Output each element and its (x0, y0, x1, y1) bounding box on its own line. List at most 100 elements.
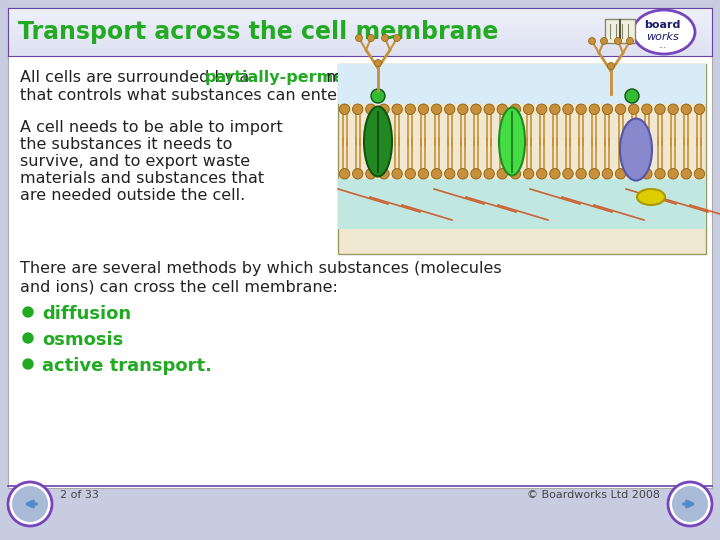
Circle shape (616, 168, 626, 179)
Text: diffusion: diffusion (42, 305, 131, 323)
Circle shape (418, 104, 428, 114)
Circle shape (589, 168, 600, 179)
FancyBboxPatch shape (8, 16, 712, 17)
Circle shape (458, 104, 468, 114)
Circle shape (405, 104, 415, 114)
Circle shape (23, 359, 33, 369)
FancyBboxPatch shape (605, 19, 635, 43)
Text: ...: ... (658, 42, 666, 51)
FancyBboxPatch shape (338, 64, 706, 104)
Circle shape (600, 37, 608, 44)
Circle shape (497, 104, 508, 114)
Circle shape (12, 486, 48, 522)
FancyBboxPatch shape (8, 44, 712, 45)
Circle shape (353, 104, 363, 114)
FancyBboxPatch shape (8, 24, 712, 25)
FancyBboxPatch shape (8, 22, 712, 23)
FancyBboxPatch shape (8, 55, 712, 56)
Text: and ions) can cross the cell membrane:: and ions) can cross the cell membrane: (20, 279, 338, 294)
Circle shape (668, 104, 678, 114)
Circle shape (356, 35, 362, 42)
Circle shape (484, 168, 495, 179)
Text: active transport.: active transport. (42, 357, 212, 375)
FancyBboxPatch shape (8, 27, 712, 28)
Text: board: board (644, 20, 680, 30)
Ellipse shape (637, 189, 665, 205)
FancyBboxPatch shape (8, 25, 712, 26)
Circle shape (642, 168, 652, 179)
FancyBboxPatch shape (8, 51, 712, 52)
Text: that controls what substances can enter and exit the cell.: that controls what substances can enter … (20, 88, 484, 103)
FancyBboxPatch shape (8, 29, 712, 30)
FancyBboxPatch shape (8, 28, 712, 29)
Circle shape (694, 168, 705, 179)
FancyBboxPatch shape (8, 54, 712, 55)
FancyBboxPatch shape (8, 9, 712, 10)
Circle shape (405, 168, 415, 179)
Text: A cell needs to be able to import: A cell needs to be able to import (20, 120, 283, 135)
Text: Transport across the cell membrane: Transport across the cell membrane (18, 20, 498, 44)
Circle shape (654, 168, 665, 179)
FancyBboxPatch shape (8, 46, 712, 47)
FancyBboxPatch shape (8, 42, 712, 43)
FancyBboxPatch shape (8, 10, 712, 11)
Circle shape (694, 104, 705, 114)
Circle shape (608, 63, 614, 70)
FancyBboxPatch shape (8, 40, 712, 41)
Ellipse shape (620, 118, 652, 180)
Text: works: works (646, 32, 678, 42)
Circle shape (484, 104, 495, 114)
Circle shape (589, 104, 600, 114)
Circle shape (614, 37, 621, 44)
FancyBboxPatch shape (8, 49, 712, 50)
Circle shape (444, 168, 455, 179)
FancyBboxPatch shape (8, 30, 712, 31)
Circle shape (418, 168, 428, 179)
FancyBboxPatch shape (8, 36, 712, 37)
Circle shape (549, 168, 560, 179)
FancyBboxPatch shape (338, 179, 706, 229)
FancyBboxPatch shape (8, 33, 712, 34)
Text: partially-permeable: partially-permeable (204, 70, 383, 85)
Circle shape (602, 104, 613, 114)
Circle shape (625, 89, 639, 103)
Circle shape (444, 104, 455, 114)
Text: © Boardworks Ltd 2008: © Boardworks Ltd 2008 (527, 490, 660, 500)
FancyBboxPatch shape (8, 41, 712, 42)
FancyBboxPatch shape (8, 13, 712, 14)
Circle shape (681, 168, 691, 179)
Circle shape (458, 168, 468, 179)
Circle shape (602, 168, 613, 179)
Text: are needed outside the cell.: are needed outside the cell. (20, 188, 246, 203)
Circle shape (510, 168, 521, 179)
Circle shape (366, 168, 376, 179)
Circle shape (339, 168, 350, 179)
FancyBboxPatch shape (8, 14, 712, 15)
Circle shape (374, 59, 382, 66)
Circle shape (471, 168, 481, 179)
FancyBboxPatch shape (8, 43, 712, 44)
Circle shape (576, 104, 586, 114)
Text: materials and substances that: materials and substances that (20, 171, 264, 186)
Circle shape (616, 104, 626, 114)
Ellipse shape (499, 107, 525, 176)
FancyBboxPatch shape (8, 48, 712, 49)
Circle shape (394, 35, 400, 42)
FancyBboxPatch shape (8, 45, 712, 46)
Text: 2 of 33: 2 of 33 (60, 490, 99, 500)
Circle shape (681, 104, 691, 114)
Ellipse shape (364, 106, 392, 177)
Text: There are several methods by which substances (molecules: There are several methods by which subst… (20, 261, 502, 276)
Circle shape (353, 168, 363, 179)
FancyBboxPatch shape (8, 12, 712, 13)
FancyBboxPatch shape (8, 47, 712, 48)
FancyBboxPatch shape (8, 23, 712, 24)
Text: All cells are surrounded by a: All cells are surrounded by a (20, 70, 254, 85)
Text: membrane: membrane (321, 70, 415, 85)
FancyBboxPatch shape (8, 38, 712, 39)
FancyBboxPatch shape (8, 15, 712, 16)
Circle shape (536, 104, 547, 114)
Circle shape (371, 89, 385, 103)
Circle shape (23, 307, 33, 317)
FancyBboxPatch shape (8, 8, 712, 488)
